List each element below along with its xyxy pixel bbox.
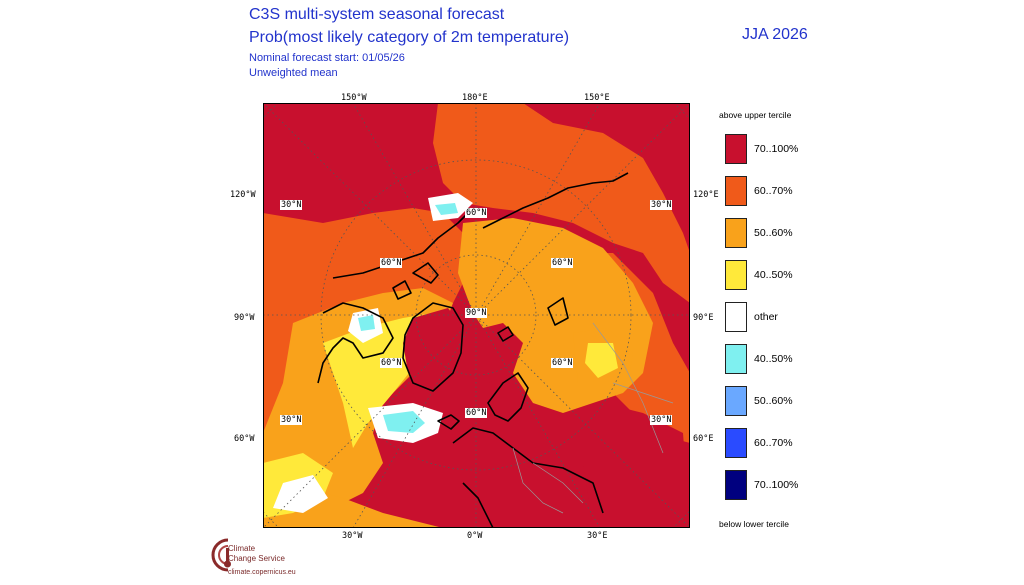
coast-scandinavia	[487, 372, 529, 422]
legend-swatch	[725, 176, 747, 206]
forecast-map	[263, 103, 690, 528]
logo-url: climate.copernicus.eu	[228, 569, 296, 576]
lon-label-bottom-2: 0°W	[467, 531, 483, 541]
coast-north-america	[317, 212, 469, 384]
patch-70-100-greenland	[403, 308, 463, 388]
legend-label: 40..50%	[754, 269, 793, 281]
legend-swatch	[725, 386, 747, 416]
legend-label: 60..70%	[754, 437, 793, 449]
legend-swatch	[725, 344, 747, 374]
lon-label-top-3: 150°E	[584, 93, 610, 103]
legend-swatch	[725, 134, 747, 164]
lat-label-8: 30°N	[650, 200, 673, 210]
lat-label-9: 30°N	[280, 415, 303, 425]
title-line-1: C3S multi-system seasonal forecast	[249, 6, 505, 23]
band-40-50-east	[585, 343, 618, 378]
mean-type: Unweighted mean	[249, 67, 338, 79]
legend-label: 50..60%	[754, 395, 793, 407]
meridian-30w	[352, 103, 601, 528]
meridian-diag-1	[263, 103, 690, 528]
legend-label: 70..100%	[754, 479, 799, 491]
lat-label-2: 60°N	[465, 208, 488, 218]
legend-label: 40..50%	[754, 353, 793, 365]
lat-label-5: 60°N	[551, 258, 574, 268]
lon-label-right-1: 120°E	[693, 190, 719, 200]
country-borders	[512, 322, 674, 514]
meridian-diag-2	[263, 103, 690, 528]
parallel-60	[320, 159, 632, 471]
patch-below-atlantic	[383, 411, 425, 433]
title-line-2: Prob(most likely category of 2m temperat…	[249, 29, 570, 46]
lon-label-top-2: 180°E	[462, 93, 488, 103]
legend-swatch	[725, 218, 747, 248]
map-border	[263, 103, 690, 528]
legend-swatch	[725, 428, 747, 458]
band-60-70-north	[433, 103, 690, 303]
legend-top-label: above upper tercile	[719, 110, 792, 120]
lat-label-6: 60°N	[380, 358, 403, 368]
season-label: JJA 2026	[742, 26, 808, 43]
forecast-start: Nominal forecast start: 01/05/26	[249, 52, 405, 64]
lat-label-11: 60°N	[465, 408, 488, 418]
logo-line-1: Climate	[228, 544, 256, 553]
graticule	[263, 103, 690, 528]
patch-other-southwest	[273, 475, 328, 513]
meridian-30e	[352, 103, 601, 528]
lon-label-left-1: 120°W	[230, 190, 256, 200]
patch-below-greenland	[435, 203, 458, 215]
logo-line-2: Change Service	[228, 554, 285, 563]
coastlines	[317, 172, 629, 528]
legend-label: 50..60%	[754, 227, 793, 239]
copernicus-logo: Climate Change Service climate.copernicu…	[210, 536, 330, 582]
lat-label-4: 60°N	[380, 258, 403, 268]
lon-label-right-2: 90°E	[693, 313, 714, 323]
legend-swatch	[725, 260, 747, 290]
legend-swatch	[725, 302, 747, 332]
lon-label-left-2: 90°W	[234, 313, 255, 323]
legend-bottom-label: below lower tercile	[719, 519, 789, 529]
lat-label-1: 30°N	[280, 200, 303, 210]
c3s-emblem-icon	[211, 538, 231, 572]
coast-novaya-zemlya	[547, 297, 569, 326]
coast-svalbard	[497, 326, 514, 342]
lon-label-bottom-1: 30°W	[342, 531, 363, 541]
lon-label-top-1: 150°W	[341, 93, 367, 103]
lat-label-10: 30°N	[650, 415, 673, 425]
legend-label: 60..70%	[754, 185, 793, 197]
coast-canada-archipelago	[392, 262, 439, 300]
coast-iceland	[437, 414, 460, 430]
legend-swatch	[725, 470, 747, 500]
lat-label-3: 90°N	[465, 308, 488, 318]
legend-label: 70..100%	[754, 143, 799, 155]
lat-label-7: 60°N	[551, 358, 574, 368]
legend-label: other	[754, 311, 778, 323]
lon-label-right-3: 60°E	[693, 434, 714, 444]
lon-label-bottom-3: 30°E	[587, 531, 608, 541]
patch-below-west	[358, 315, 375, 331]
coast-eurasia-north	[482, 172, 629, 229]
coast-greenland	[402, 302, 464, 392]
coast-europe	[452, 427, 604, 528]
lon-label-left-3: 60°W	[234, 434, 255, 444]
patch-70-100-east	[583, 403, 690, 528]
parallel-80	[415, 254, 537, 376]
